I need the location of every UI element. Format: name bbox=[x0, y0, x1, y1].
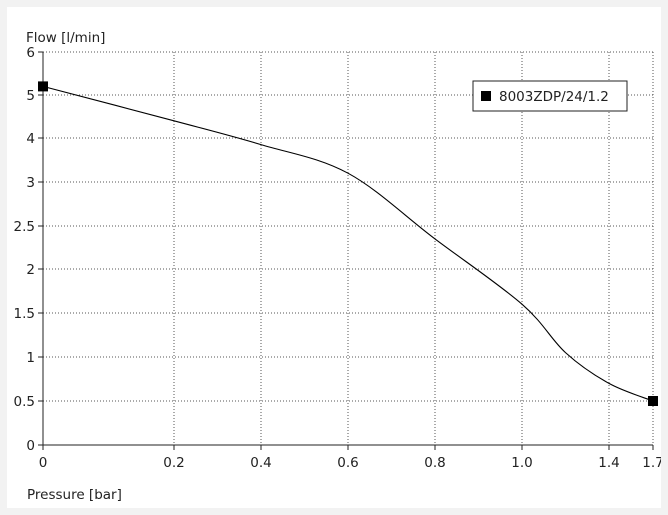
y-tick-label: 1.5 bbox=[14, 306, 35, 322]
x-axis-label: Pressure [bar] bbox=[27, 487, 122, 503]
x-tick-label: 0.6 bbox=[337, 455, 358, 471]
y-tick-label: 1 bbox=[26, 350, 35, 366]
data-point-marker bbox=[648, 396, 658, 406]
legend-box bbox=[472, 80, 628, 112]
series-line bbox=[42, 85, 654, 402]
x-tick-label: 0.8 bbox=[424, 455, 445, 471]
x-tick-label: 0.2 bbox=[163, 455, 184, 471]
series bbox=[38, 81, 658, 406]
grid bbox=[43, 51, 654, 445]
x-tick-label: 1.7 bbox=[642, 455, 661, 471]
y-tick-label: 3 bbox=[26, 175, 35, 191]
axes bbox=[38, 51, 654, 450]
x-tick-label: 1.4 bbox=[598, 455, 619, 471]
x-tick-labels: 0 0.2 0.4 0.6 0.8 1.0 1.4 1.7 bbox=[39, 455, 661, 471]
y-axis-label: Flow [l/min] bbox=[26, 30, 105, 46]
y-tick-label: 2.5 bbox=[14, 219, 35, 235]
chart-frame: 0 0.5 1 1.5 2 2.5 3 4 5 6 0 0.2 0.4 0.6 0.8 1.0 1.4 1.7 … bbox=[7, 7, 661, 508]
legend-label: 8003ZDP/24/1.2 bbox=[499, 89, 609, 105]
legend-marker bbox=[481, 91, 491, 101]
y-tick-label: 0 bbox=[26, 438, 35, 454]
y-tick-label: 5 bbox=[26, 88, 35, 104]
data-point-marker bbox=[38, 81, 48, 92]
x-tick-label: 0 bbox=[39, 455, 48, 471]
x-tick-label: 0.4 bbox=[250, 455, 271, 471]
y-tick-label: 2 bbox=[26, 262, 35, 278]
legend: 8003ZDP/24/1.2 bbox=[472, 80, 628, 112]
y-tick-label: 0.5 bbox=[14, 394, 35, 410]
y-tick-label: 4 bbox=[26, 131, 35, 147]
y-tick-label: 6 bbox=[26, 45, 35, 61]
x-tick-label: 1.0 bbox=[511, 455, 532, 471]
y-tick-labels: 0 0.5 1 1.5 2 2.5 3 4 5 6 bbox=[14, 45, 35, 454]
